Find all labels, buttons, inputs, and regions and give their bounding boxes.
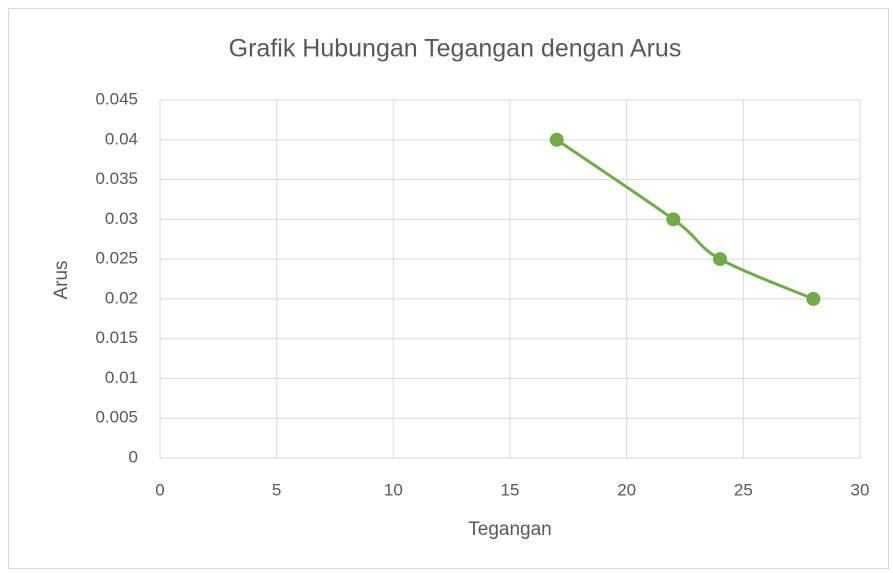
y-axis-label: Arus xyxy=(51,260,72,299)
x-tick-label: 10 xyxy=(384,480,403,499)
y-tick-label: 0.03 xyxy=(105,209,138,228)
y-tick-label: 0.025 xyxy=(95,249,138,268)
x-tick-label: 25 xyxy=(734,480,753,499)
y-tick-label: 0.005 xyxy=(95,408,138,427)
data-point xyxy=(666,212,681,227)
y-tick-label: 0.035 xyxy=(95,169,138,188)
y-tick-label: 0.015 xyxy=(95,328,138,347)
x-tick-label: 30 xyxy=(851,480,870,499)
series-line xyxy=(555,138,814,301)
y-tick-label: 0.01 xyxy=(105,368,138,387)
y-tick-label: 0.045 xyxy=(95,89,138,108)
data-point xyxy=(549,132,564,147)
x-tick-label: 0 xyxy=(155,480,164,499)
y-tick-label: 0.04 xyxy=(105,129,138,148)
chart-border xyxy=(8,8,889,569)
x-tick-label: 5 xyxy=(272,480,281,499)
x-axis-label: Tegangan xyxy=(468,519,551,540)
data-point xyxy=(806,291,821,306)
chart-title: Grafik Hubungan Tegangan dengan Arus xyxy=(229,35,682,63)
y-tick-label: 0.02 xyxy=(105,288,138,307)
y-tick-label: 0 xyxy=(129,447,138,466)
x-tick-label: 15 xyxy=(501,480,520,499)
data-point xyxy=(713,252,727,267)
x-tick-label: 20 xyxy=(617,480,636,499)
